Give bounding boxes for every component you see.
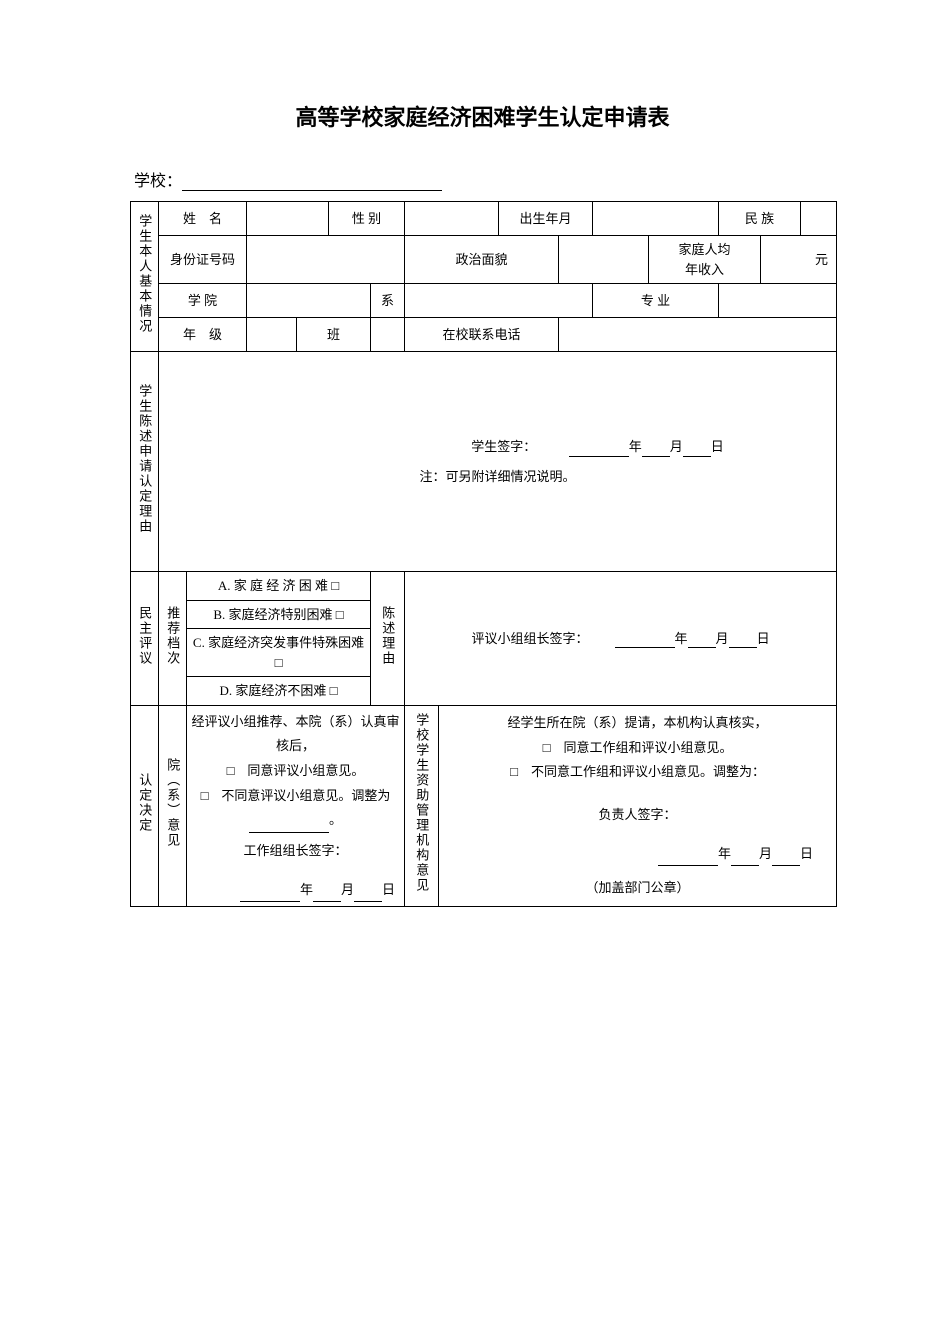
label-ethnicity: 民 族 <box>719 202 801 236</box>
section2-label: 学生陈述申请认定理由 <box>131 352 159 572</box>
input-name[interactable] <box>247 202 329 236</box>
label-dob: 出生年月 <box>499 202 593 236</box>
row-review-a: 民主评议 推荐档次 A. 家 庭 经 济 困 难 □ 陈述理由 评议小组组长签字… <box>131 572 837 601</box>
label-department: 系 <box>371 284 405 318</box>
label-gender: 性 别 <box>329 202 405 236</box>
label-id: 身份证号码 <box>159 236 247 284</box>
statement-note: 注：可另附详细情况说明。 <box>162 467 833 487</box>
label-political: 政治面貌 <box>405 236 559 284</box>
input-class[interactable] <box>371 318 405 352</box>
rec-level-label: 推荐档次 <box>159 572 187 706</box>
section4-label: 认定决定 <box>131 705 159 907</box>
label-college: 学 院 <box>159 284 247 318</box>
input-income[interactable]: 元 <box>761 236 837 284</box>
input-major[interactable] <box>719 284 837 318</box>
option-d[interactable]: D. 家庭经济不困难 □ <box>187 677 371 706</box>
row-grade: 年 级 班 在校联系电话 <box>131 318 837 352</box>
school-opinion-label: 学校学生资助管理机构意见 <box>405 705 439 907</box>
dept-opt2[interactable]: □ 不同意评议小组意见。调整为。 <box>190 784 401 833</box>
dept-opt1[interactable]: □ 同意评议小组意见。 <box>190 759 401 784</box>
student-signature-line: 学生签字： 年月日 <box>162 437 833 457</box>
statement-cell[interactable]: 学生签字： 年月日 注：可另附详细情况说明。 <box>159 352 837 572</box>
input-grade[interactable] <box>247 318 297 352</box>
dept-sig-label: 工作组组长签字： <box>190 839 401 864</box>
school-text1: 经学生所在院（系）提请，本机构认真核实， <box>442 711 833 736</box>
school-opinion-cell[interactable]: 经学生所在院（系）提请，本机构认真核实， □ 同意工作组和评议小组意见。 □ 不… <box>439 705 837 907</box>
input-gender[interactable] <box>405 202 499 236</box>
option-b[interactable]: B. 家庭经济特别困难 □ <box>187 600 371 629</box>
label-grade: 年 级 <box>159 318 247 352</box>
school-opt1[interactable]: □ 同意工作组和评议小组意见。 <box>442 736 833 761</box>
label-major: 专 业 <box>593 284 719 318</box>
review-signature-cell[interactable]: 评议小组组长签字： 年月日 <box>405 572 837 706</box>
input-department[interactable] <box>405 284 593 318</box>
section3-label: 民主评议 <box>131 572 159 706</box>
row-statement: 学生陈述申请认定理由 学生签字： 年月日 注：可另附详细情况说明。 <box>131 352 837 572</box>
input-id[interactable] <box>247 236 405 284</box>
dept-opinion-cell[interactable]: 经评议小组推荐、本院（系）认真审核后， □ 同意评议小组意见。 □ 不同意评议小… <box>187 705 405 907</box>
form-title: 高等学校家庭经济困难学生认定申请表 <box>130 100 835 132</box>
row-decision: 认定决定 院（系）意见 经评议小组推荐、本院（系）认真审核后， □ 同意评议小组… <box>131 705 837 907</box>
school-opt2[interactable]: □ 不同意工作组和评议小组意见。调整为： <box>442 760 833 785</box>
label-income: 家庭人均 年收入 <box>649 236 761 284</box>
application-form: 学生本人基本情况 姓 名 性 别 出生年月 民 族 身份证号码 政治面貌 家庭人… <box>130 201 837 907</box>
input-college[interactable] <box>247 284 371 318</box>
option-a[interactable]: A. 家 庭 经 济 困 难 □ <box>187 572 371 601</box>
row-college: 学 院 系 专 业 <box>131 284 837 318</box>
label-phone: 在校联系电话 <box>405 318 559 352</box>
school-date-line: 年月日 <box>442 842 833 867</box>
dept-opinion-label: 院（系）意见 <box>159 705 187 907</box>
row-name: 学生本人基本情况 姓 名 性 别 出生年月 民 族 <box>131 202 837 236</box>
input-dob[interactable] <box>593 202 719 236</box>
option-c[interactable]: C. 家庭经济突发事件特殊困难 □ <box>187 629 371 677</box>
input-ethnicity[interactable] <box>801 202 837 236</box>
review-group-sig-line: 评议小组组长签字： 年月日 <box>408 629 833 649</box>
school-underline[interactable] <box>182 173 442 191</box>
school-label: 学校： <box>134 173 182 190</box>
section1-label: 学生本人基本情况 <box>131 202 159 352</box>
dept-date-line: 年月日 <box>190 878 401 903</box>
input-phone[interactable] <box>559 318 837 352</box>
school-sig-label: 负责人签字： <box>442 803 833 828</box>
label-name: 姓 名 <box>159 202 247 236</box>
row-id: 身份证号码 政治面貌 家庭人均 年收入 元 <box>131 236 837 284</box>
school-line: 学校： <box>130 167 835 191</box>
input-political[interactable] <box>559 236 649 284</box>
seal-note: （加盖部门公章） <box>442 876 833 901</box>
dept-text1: 经评议小组推荐、本院（系）认真审核后， <box>190 710 401 759</box>
label-class: 班 <box>297 318 371 352</box>
